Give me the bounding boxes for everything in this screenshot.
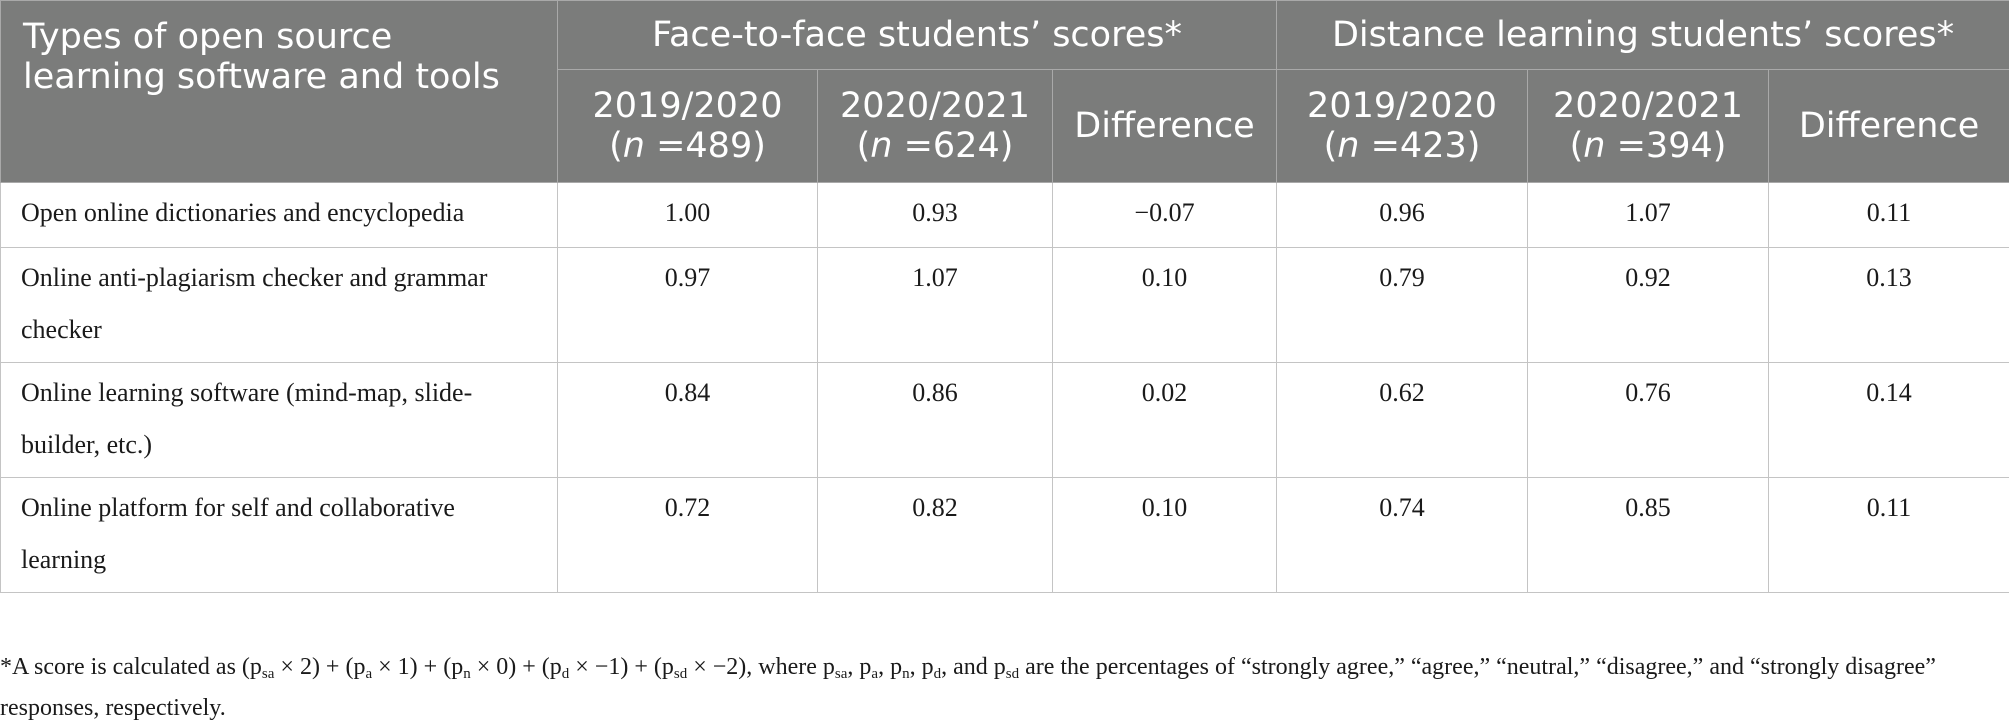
row-label: Open online dictionaries and encyclopedi… xyxy=(0,182,558,248)
subheader-dl-2020-2021: 2020/2021 (n =394) xyxy=(1527,69,1770,183)
row-label: Online platform for self and collaborati… xyxy=(0,477,558,593)
cell-value: 0.79 xyxy=(1276,247,1529,363)
table-row: Open online dictionaries and encyclopedi… xyxy=(0,182,2009,248)
cell-value: 0.93 xyxy=(817,182,1053,248)
n-value: 394 xyxy=(1645,126,1713,166)
n-value: 624 xyxy=(932,126,1000,166)
n-label: n xyxy=(622,126,645,166)
cell-value: 1.07 xyxy=(1527,182,1770,248)
subheader-f2f-difference: Difference xyxy=(1051,69,1278,183)
cell-value: 0.13 xyxy=(1768,247,2009,363)
subheader-year: 2020/2021 xyxy=(840,86,1030,126)
group-header-distance-learning: Distance learning students’ scores* xyxy=(1276,0,2009,70)
cell-value: 0.11 xyxy=(1768,477,2009,593)
cell-value: 0.85 xyxy=(1527,477,1770,593)
table-row: Online anti-plagiarism checker and gramm… xyxy=(0,247,2009,363)
row-label: Online anti-plagiarism checker and gramm… xyxy=(0,247,558,363)
cell-value: 0.82 xyxy=(817,477,1053,593)
subheader-f2f-2020-2021: 2020/2021 (n =624) xyxy=(817,69,1053,183)
cell-value: 0.86 xyxy=(817,362,1053,478)
cell-value: 0.84 xyxy=(557,362,818,478)
subheader-dl-difference: Difference xyxy=(1768,69,2009,183)
n-label: n xyxy=(870,126,893,166)
n-label: n xyxy=(1337,126,1360,166)
cell-value: 0.10 xyxy=(1051,477,1278,593)
subheader-f2f-2019-2020: 2019/2020 (n =489) xyxy=(557,69,818,183)
cell-value: 1.07 xyxy=(817,247,1053,363)
table-row: Online learning software (mind-map, slid… xyxy=(0,362,2009,478)
subheader-year: 2020/2021 xyxy=(1553,86,1743,126)
table-footnote: *A score is calculated as (psa × 2) + (p… xyxy=(0,654,1936,721)
scores-table: Types of open source learning software a… xyxy=(0,0,2009,593)
n-value: 423 xyxy=(1399,126,1467,166)
subheader-dl-2019-2020: 2019/2020 (n =423) xyxy=(1276,69,1529,183)
subheader-year: 2019/2020 xyxy=(592,86,783,126)
subheader-year: 2019/2020 xyxy=(1307,86,1497,126)
cell-value: 0.97 xyxy=(557,247,818,363)
cell-value: 0.96 xyxy=(1276,182,1529,248)
cell-value: 0.92 xyxy=(1527,247,1770,363)
cell-value: 1.00 xyxy=(557,182,818,248)
cell-value: 0.02 xyxy=(1051,362,1278,478)
cell-value: 0.76 xyxy=(1527,362,1770,478)
cell-value: 0.72 xyxy=(557,477,818,593)
n-label: n xyxy=(1583,126,1606,166)
cell-value: 0.14 xyxy=(1768,362,2009,478)
row-label: Online learning software (mind-map, slid… xyxy=(0,362,558,478)
table-row: Online platform for self and collaborati… xyxy=(0,477,2009,593)
cell-value: 0.62 xyxy=(1276,362,1529,478)
cell-value: 0.10 xyxy=(1051,247,1278,363)
group-header-face-to-face: Face-to-face students’ scores* xyxy=(556,0,1278,70)
results-table-container: Types of open source learning software a… xyxy=(0,0,2009,593)
stub-header: Types of open source learning software a… xyxy=(0,0,558,183)
n-value: 489 xyxy=(685,126,753,166)
cell-value: 0.74 xyxy=(1276,477,1529,593)
cell-value: −0.07 xyxy=(1051,182,1278,248)
cell-value: 0.11 xyxy=(1768,182,2009,248)
